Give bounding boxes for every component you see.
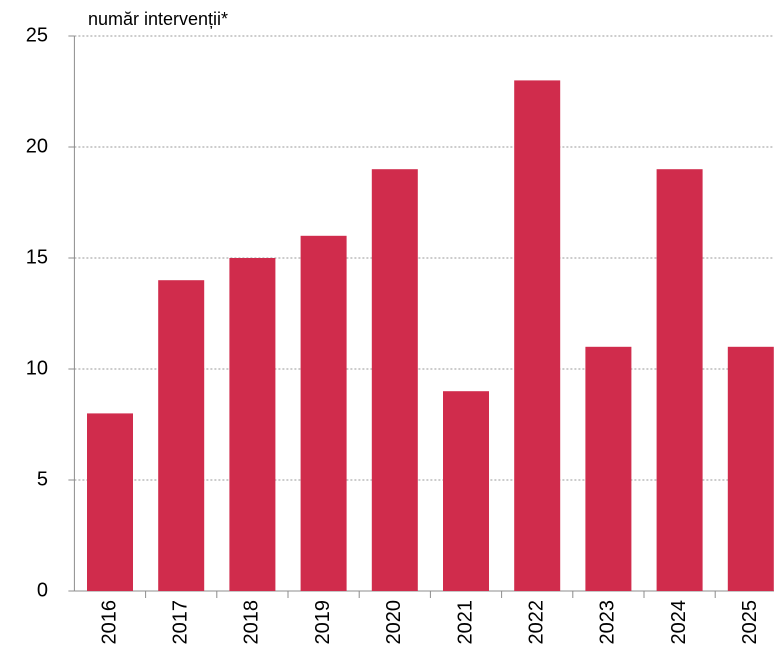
x-tick-label: 2019 <box>312 600 334 645</box>
y-tick-label: 25 <box>26 24 48 46</box>
x-tick-label: 2017 <box>169 600 191 645</box>
bar <box>727 346 774 591</box>
bar <box>87 413 133 591</box>
x-tick-label: 2021 <box>454 600 476 645</box>
x-tick-label: 2023 <box>597 600 619 645</box>
x-tick-label: 2018 <box>241 600 263 645</box>
y-axis-label: număr intervenții* <box>88 9 228 29</box>
bar <box>300 235 347 592</box>
x-tick-label: 2016 <box>98 600 120 645</box>
bar <box>656 169 703 591</box>
bar <box>514 80 561 592</box>
x-tick-label: 2025 <box>739 600 761 645</box>
y-tick-label: 5 <box>37 468 48 490</box>
x-tick-label: 2024 <box>668 600 690 645</box>
bar <box>443 391 489 591</box>
y-tick-label: 0 <box>37 579 48 601</box>
x-tick-label: 2020 <box>383 600 405 645</box>
bar <box>585 346 632 591</box>
bar <box>158 280 205 591</box>
y-tick-label: 10 <box>26 357 48 379</box>
bar <box>371 169 418 591</box>
y-tick-label: 15 <box>26 246 48 268</box>
x-tick-label: 2022 <box>525 600 547 645</box>
bar <box>229 258 276 591</box>
y-tick-label: 20 <box>26 135 48 157</box>
